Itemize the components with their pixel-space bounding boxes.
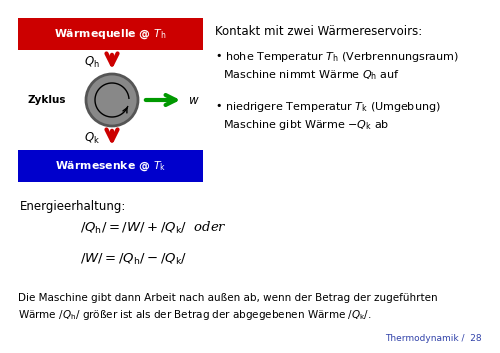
Text: $Q_\mathrm{h}$: $Q_\mathrm{h}$ [84, 54, 100, 70]
FancyBboxPatch shape [18, 18, 203, 50]
Text: Wärmesenke @ $T_\mathrm{k}$: Wärmesenke @ $T_\mathrm{k}$ [55, 159, 166, 173]
Text: Maschine nimmt Wärme $Q_\mathrm{h}$ auf: Maschine nimmt Wärme $Q_\mathrm{h}$ auf [223, 68, 400, 82]
Text: $/Q_\mathrm{h}/  = /W/ + /Q_\mathrm{k}/$  oder: $/Q_\mathrm{h}/ = /W/ + /Q_\mathrm{k}/$ … [80, 220, 227, 236]
Text: • hohe Temperatur $T_\mathrm{h}$ (Verbrennungsraum): • hohe Temperatur $T_\mathrm{h}$ (Verbre… [215, 50, 459, 64]
Text: $w$: $w$ [188, 94, 200, 107]
Text: Energieerhaltung:: Energieerhaltung: [20, 200, 126, 213]
Text: $Q_\mathrm{k}$: $Q_\mathrm{k}$ [84, 131, 100, 145]
Text: Wärmequelle @ $T_\mathrm{h}$: Wärmequelle @ $T_\mathrm{h}$ [54, 27, 166, 41]
FancyBboxPatch shape [18, 150, 203, 182]
Text: Kontakt mit zwei Wärmereservoirs:: Kontakt mit zwei Wärmereservoirs: [215, 25, 422, 38]
Text: • niedrigere Temperatur $T_\mathrm{k}$ (Umgebung): • niedrigere Temperatur $T_\mathrm{k}$ (… [215, 100, 440, 114]
Text: $/W/  = /Q_\mathrm{h}/ - /Q_\mathrm{k}/$: $/W/ = /Q_\mathrm{h}/ - /Q_\mathrm{k}/$ [80, 252, 187, 267]
Text: Wärme $/Q_\mathrm{h}/$ größer ist als der Betrag der abgegebenen Wärme $/Q_\math: Wärme $/Q_\mathrm{h}/$ größer ist als de… [18, 308, 372, 322]
Text: Die Maschine gibt dann Arbeit nach außen ab, wenn der Betrag der zugeführten: Die Maschine gibt dann Arbeit nach außen… [18, 293, 438, 303]
Text: Maschine gibt Wärme $-Q_\mathrm{k}$ ab: Maschine gibt Wärme $-Q_\mathrm{k}$ ab [223, 118, 390, 132]
Text: Zyklus: Zyklus [28, 95, 66, 105]
Text: Thermodynamik /  28: Thermodynamik / 28 [386, 334, 482, 343]
Circle shape [86, 74, 138, 126]
